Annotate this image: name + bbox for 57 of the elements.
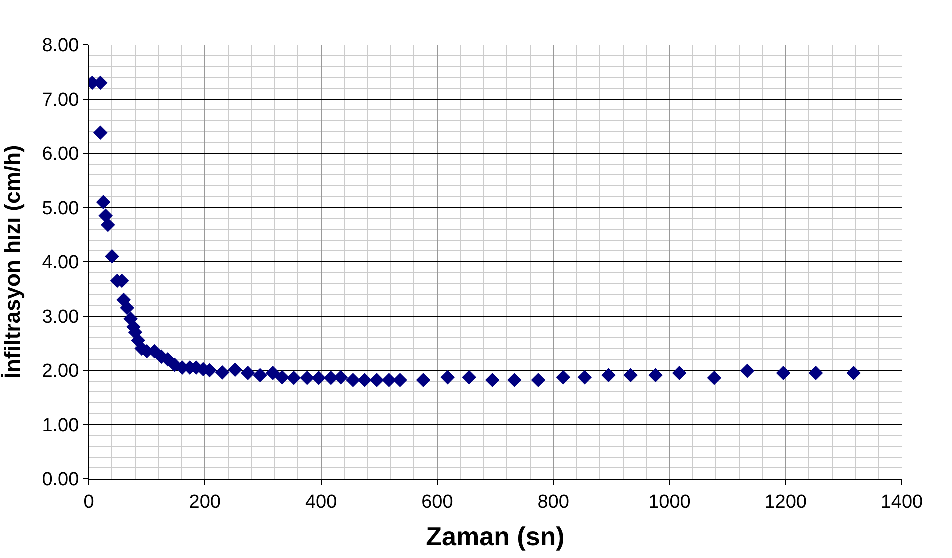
- y-tick-label: 2.00: [42, 361, 80, 382]
- point: [253, 368, 268, 383]
- point: [602, 368, 616, 383]
- point: [485, 373, 500, 388]
- point: [672, 366, 687, 380]
- x-tick-label: 1200: [764, 492, 807, 513]
- point: [105, 249, 120, 264]
- x-axis-title: Zaman (sn): [426, 522, 565, 552]
- point: [96, 195, 111, 210]
- y-tick-label: 0.00: [42, 470, 80, 491]
- point: [740, 364, 755, 378]
- point: [120, 300, 134, 316]
- point: [808, 366, 824, 380]
- y-tick-label: 1.00: [42, 415, 80, 436]
- point: [508, 373, 522, 388]
- point: [358, 373, 372, 388]
- point: [531, 373, 546, 388]
- point: [346, 373, 360, 388]
- point: [312, 370, 326, 386]
- y-tick-label: 3.00: [42, 306, 80, 328]
- y-tick-label: 4.00: [42, 252, 80, 274]
- point: [266, 366, 280, 380]
- point: [624, 368, 638, 383]
- y-tick-label: 6.00: [42, 144, 80, 166]
- x-tick-label: 200: [189, 492, 221, 513]
- y-tick-label: 8.00: [42, 36, 80, 57]
- point: [240, 366, 256, 380]
- point: [846, 366, 861, 380]
- point: [93, 126, 108, 140]
- point: [370, 373, 384, 388]
- point: [578, 370, 592, 385]
- point: [462, 370, 477, 385]
- x-tick-label: 400: [305, 492, 338, 513]
- y-tick-label: 5.00: [42, 198, 80, 220]
- y-tick-label: 7.00: [42, 90, 80, 111]
- point: [776, 366, 791, 380]
- x-tick-label: 1000: [648, 492, 691, 513]
- point: [98, 208, 113, 224]
- x-tick-label: 0: [84, 492, 94, 513]
- point: [416, 373, 431, 388]
- point: [275, 370, 290, 385]
- point: [393, 373, 408, 388]
- point: [382, 373, 396, 388]
- y-axis-title: İnfiltrasyon hızı (cm/h): [0, 145, 26, 379]
- point: [440, 370, 456, 385]
- point: [215, 366, 230, 380]
- x-tick-label: 1400: [880, 492, 924, 513]
- point: [556, 370, 571, 385]
- point: [300, 370, 314, 386]
- point: [286, 370, 302, 386]
- x-tick-label: 800: [538, 492, 570, 513]
- x-tick-label: 600: [422, 492, 454, 513]
- point: [228, 362, 242, 378]
- point: [101, 218, 116, 232]
- point: [707, 370, 722, 386]
- point: [648, 368, 663, 383]
- point: [334, 370, 348, 385]
